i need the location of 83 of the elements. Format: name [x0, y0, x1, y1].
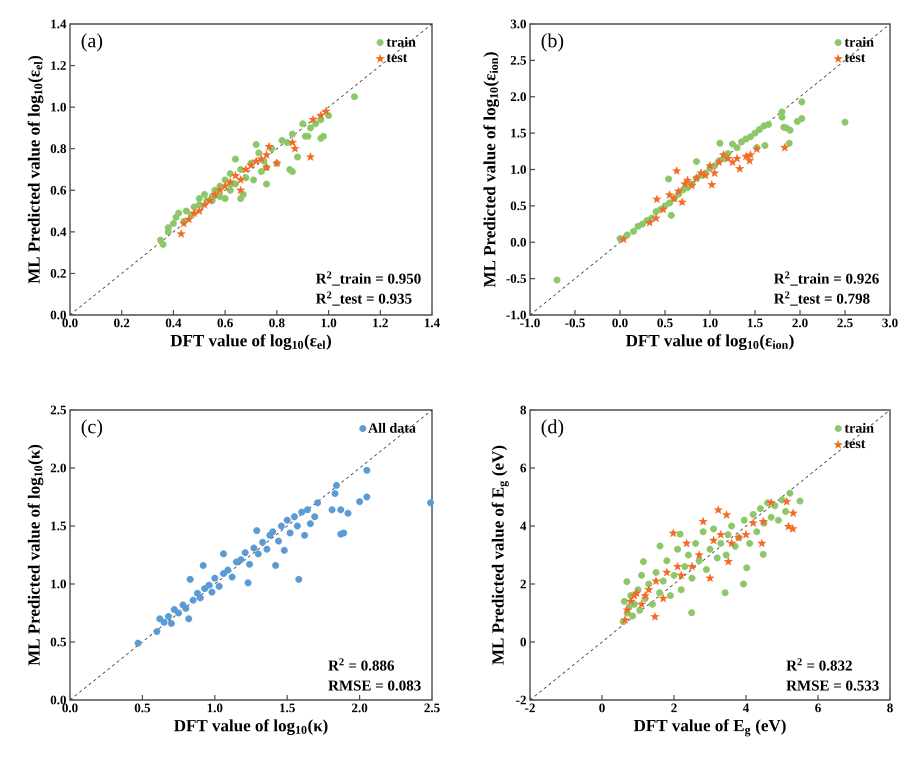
y-axis-title: ML Predicted value of log$_{10}$(ε$_{ion}$): [483, 52, 500, 288]
x-tick-label: 0.6: [218, 318, 233, 328]
annotation: (c): [82, 419, 102, 438]
y-tick-label: 1.2: [51, 61, 66, 70]
y-tick-label: 1.5: [511, 128, 526, 138]
annotation: (b): [542, 33, 564, 52]
y-tick-label: 0.0: [50, 696, 66, 704]
y-tick-label: 0.5: [50, 638, 66, 646]
x-tick-label: 0.0: [62, 318, 78, 328]
x-axis-title: DFT value of log$_{10}$(κ): [174, 719, 328, 735]
y-tick-label: 1.5: [51, 522, 66, 530]
y-tick-label: 2.5: [50, 406, 66, 414]
x-tick-label: 6: [815, 704, 821, 712]
x-tick-label: -0.5: [565, 318, 585, 328]
y-tick-label: 2: [520, 580, 526, 588]
x-tick-label: 2.5: [837, 318, 853, 328]
x-tick-label: 8: [887, 704, 893, 712]
x-tick-label: 0.8: [269, 318, 285, 328]
y-tick-label: 4: [520, 522, 526, 530]
x-tick-label: 1.0: [208, 704, 222, 712]
legend-label: All data: [368, 422, 416, 433]
x-tick-label: 0.4: [166, 318, 182, 328]
y-tick-label: 0.0: [510, 238, 526, 247]
x-tick-label: 0.0: [62, 704, 78, 712]
x-tick-label: 2.0: [352, 704, 368, 712]
annotation: R$^{2}$ = 0.832: [786, 658, 852, 671]
annotation: R$^{2}$ = 0.886: [328, 658, 394, 671]
x-tick-label: 1.0: [702, 318, 718, 328]
x-axis-title: DFT value of E$_{g}$ (eV): [634, 719, 786, 736]
x-tick-label: 2.0: [792, 318, 808, 328]
y-tick-label: 2.0: [50, 464, 66, 472]
y-tick-label: 2.5: [510, 56, 526, 65]
x-tick-label: 0.5: [657, 318, 673, 328]
annotation: R$^{2}$_test = 0.935: [316, 291, 412, 306]
annotation: (a): [82, 33, 102, 52]
legend-label: train: [844, 422, 874, 433]
annotation: R$^{2}$_train = 0.950: [316, 271, 421, 286]
x-tick-label: 0: [599, 704, 605, 712]
y-axis-title: ML Predicted value of E$_{g}$ (eV): [492, 446, 509, 665]
x-tick-label: 1.5: [748, 318, 763, 328]
y-tick-label: 1.4: [51, 20, 66, 28]
y-tick-label: -1.0: [506, 310, 526, 320]
y-tick-label: 1.0: [51, 580, 66, 588]
y-axis-title: ML Predicted value of log$_{10}$(κ): [28, 444, 44, 666]
legend-label: train: [386, 36, 416, 47]
y-axis-title: ML Predicted value of log$_{10}$(ε$_{el}$): [28, 56, 44, 284]
annotation: R$^{2}$_train = 0.926: [774, 271, 879, 286]
y-tick-label: 0.0: [50, 310, 66, 320]
y-tick-label: -2: [516, 696, 526, 704]
x-tick-label: 0.5: [134, 704, 150, 712]
annotation: RMSE = 0.533: [786, 680, 879, 691]
annotation: (d): [542, 419, 564, 438]
x-tick-label: 1.0: [321, 318, 336, 328]
x-tick-label: 2: [671, 704, 677, 712]
y-tick-label: 0.4: [50, 227, 66, 236]
x-tick-label: 0.2: [114, 318, 130, 328]
x-tick-label: 3.0: [882, 318, 898, 328]
y-tick-label: 3.0: [510, 20, 526, 28]
y-tick-label: 0.6: [50, 186, 66, 195]
y-tick-label: 1.0: [51, 102, 66, 112]
x-tick-label: 0.0: [612, 318, 628, 328]
y-tick-label: 8: [520, 406, 526, 414]
legend-label: test: [844, 54, 866, 62]
x-axis-title: DFT value of log$_{10}$(ε$_{ion}$): [626, 334, 794, 350]
y-tick-label: -0.5: [506, 274, 526, 284]
x-tick-label: 1.4: [424, 318, 440, 328]
y-tick-label: 0.5: [510, 201, 526, 210]
annotation: RMSE = 0.083: [328, 680, 421, 691]
y-tick-label: 2.0: [510, 92, 526, 102]
y-tick-label: 6: [520, 464, 526, 472]
x-tick-label: 2.5: [424, 704, 440, 712]
y-tick-label: 1.0: [511, 165, 526, 174]
x-tick-label: 4: [742, 704, 750, 712]
y-tick-label: 0.8: [50, 144, 66, 154]
y-tick-label: 0.2: [50, 269, 66, 278]
x-tick-label: 1.5: [280, 704, 295, 712]
x-axis-title: DFT value of log$_{10}$(ε$_{el}$): [170, 334, 331, 350]
x-tick-label: 1.2: [373, 318, 388, 328]
y-tick-label: 0: [520, 638, 526, 646]
annotation: R$^{2}$_test = 0.798: [774, 291, 870, 306]
legend-label: test: [386, 54, 408, 62]
legend-label: test: [844, 440, 866, 448]
legend-label: train: [844, 36, 874, 47]
